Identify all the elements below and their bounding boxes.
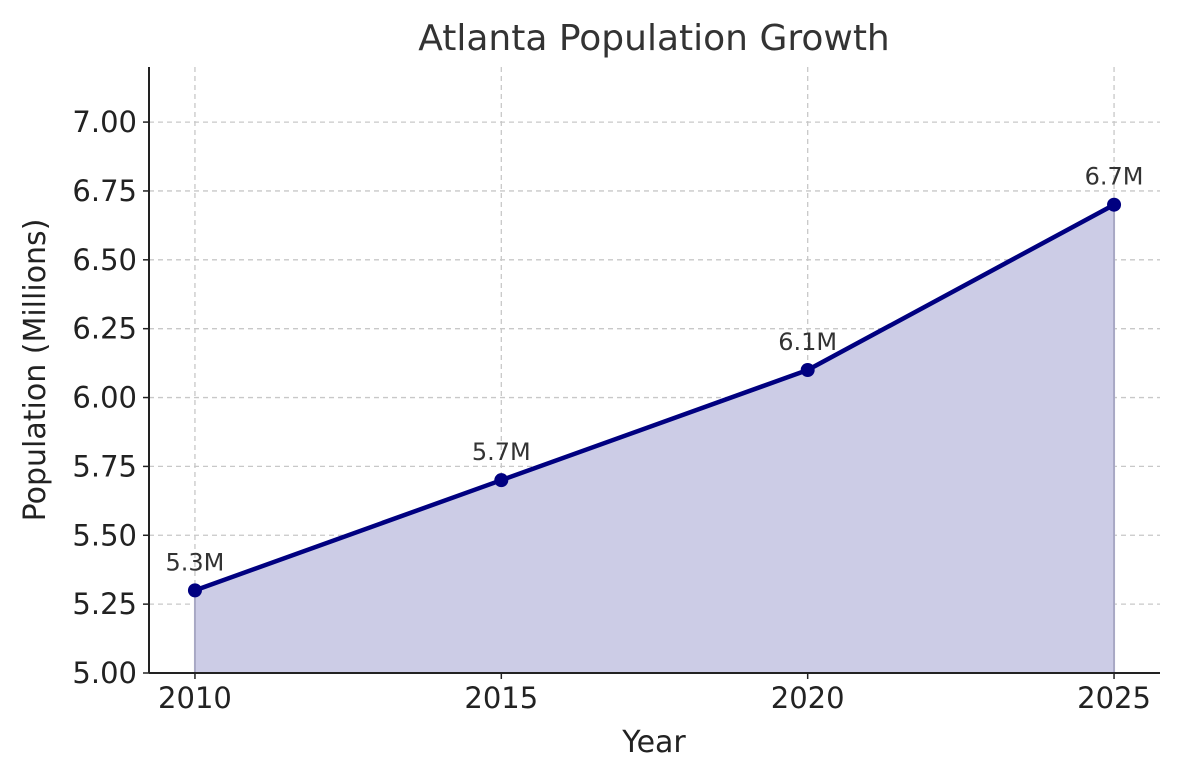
- y-tick-label-5: 6.25: [72, 312, 137, 346]
- x-tick-label-3: 2025: [1077, 681, 1151, 715]
- y-tick-label-8: 7.00: [72, 105, 137, 139]
- x-ticks: 2010 2015 2020 2025: [158, 673, 1151, 715]
- x-tick-label-1: 2015: [464, 681, 538, 715]
- y-tick-label-3: 5.75: [72, 449, 137, 483]
- data-label-2015: 5.7M: [472, 438, 531, 466]
- x-tick-label-2: 2020: [771, 681, 845, 715]
- data-point-2020: [800, 363, 815, 377]
- x-axis-label: Year: [621, 725, 686, 760]
- chart-title: Atlanta Population Growth: [418, 18, 890, 59]
- data-point-2025: [1107, 197, 1122, 212]
- data-point-2010: [187, 583, 202, 598]
- y-tick-label-6: 6.50: [72, 243, 137, 277]
- data-markers: [187, 197, 1122, 598]
- data-label-2010: 5.3M: [166, 548, 225, 576]
- y-tick-label-4: 6.00: [72, 381, 137, 415]
- y-tick-label-1: 5.25: [72, 587, 137, 621]
- x-tick-label-0: 2010: [158, 681, 232, 715]
- data-labels: 5.3M 5.7M 6.1M 6.7M: [166, 163, 1144, 577]
- data-label-2025: 6.7M: [1085, 163, 1144, 191]
- y-axis-label: Population (Millions): [18, 219, 53, 522]
- series-line: [194, 202, 1116, 593]
- y-tick-label-2: 5.50: [72, 518, 137, 552]
- y-tick-label-7: 6.75: [72, 174, 137, 208]
- data-label-2020: 6.1M: [778, 328, 837, 356]
- y-tick-label-0: 5.00: [72, 656, 137, 690]
- data-point-2015: [494, 473, 509, 488]
- area-fill: [194, 204, 1115, 673]
- y-ticks: 5.00 5.25 5.50 5.75 6.00 6.25 6.50 6.75 7.00: [72, 105, 149, 690]
